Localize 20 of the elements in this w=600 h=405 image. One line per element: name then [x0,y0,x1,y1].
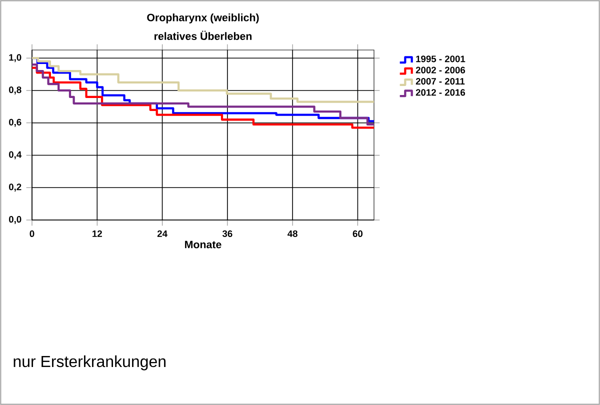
x-tick-label: 36 [222,230,232,238]
x-tick-label: 48 [288,230,298,238]
legend-label: 2002 - 2006 [416,66,466,74]
y-tick-label: 0,2 [9,184,22,192]
legend-label: 1995 - 2001 [416,56,466,62]
x-axis-title: Monate [185,240,222,248]
y-tick-label: 1,0 [9,54,22,62]
x-tick-label: 60 [352,230,363,238]
legend-label: 2012 - 2016 [416,89,466,96]
text: nur Ersterkrankungen [14,355,166,370]
y-tick-label: 0,8 [9,86,22,94]
y-tick-label: 0,0 [9,216,22,224]
y-tick-label: 0,4 [9,151,22,160]
chart-title: Oropharynx (weiblich) [147,13,259,24]
x-tick-label: 12 [92,230,102,237]
x-tick-label: 0 [30,230,34,238]
legend-label: 2007 - 2011 [416,78,465,85]
chart-subtitle: relatives Überleben [154,30,252,40]
x-tick-label: 24 [157,230,168,237]
y-tick-label: 0,6 [9,118,22,127]
